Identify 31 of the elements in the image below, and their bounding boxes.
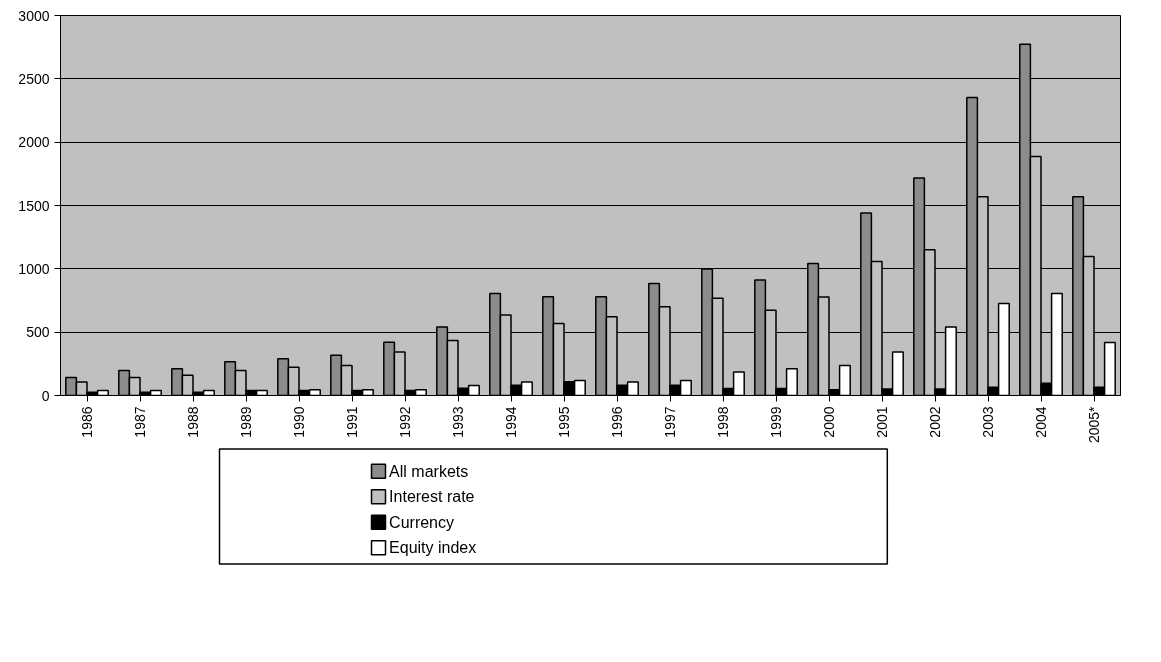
x-tick-label: 1993 bbox=[450, 406, 466, 438]
x-tick-label: 1995 bbox=[556, 406, 572, 438]
y-tick-label: 3000 bbox=[18, 7, 50, 24]
x-tick-label: 2004 bbox=[1033, 406, 1049, 438]
x-tick-label: 1992 bbox=[397, 406, 413, 438]
x-tick-label: 2002 bbox=[927, 406, 943, 438]
legend-label: Currency bbox=[389, 513, 455, 531]
y-tick-label: 2000 bbox=[18, 134, 50, 151]
x-tick-label: 2003 bbox=[980, 406, 996, 438]
x-tick-label: 1990 bbox=[291, 406, 307, 438]
x-tick-label: 1998 bbox=[715, 406, 731, 438]
x-tick-label: 1987 bbox=[132, 406, 148, 438]
legend-label: Equity index bbox=[389, 539, 477, 557]
legend-label: Interest rate bbox=[389, 488, 475, 506]
y-tick-label: 500 bbox=[26, 324, 50, 341]
x-tick-label: 1991 bbox=[344, 406, 360, 438]
x-tick-label: 1986 bbox=[79, 406, 95, 438]
x-tick-label: 1997 bbox=[662, 406, 678, 438]
x-tick-label: 2000 bbox=[821, 406, 837, 438]
legend-label: All markets bbox=[389, 462, 469, 480]
y-tick-label: 1500 bbox=[18, 197, 50, 214]
x-tick-label: 1994 bbox=[503, 406, 519, 438]
y-tick-label: 0 bbox=[41, 387, 50, 404]
x-tick-label: 1988 bbox=[185, 406, 201, 438]
x-tick-label: 2005* bbox=[1086, 405, 1102, 444]
y-tick-label: 1000 bbox=[18, 260, 50, 277]
y-tick-label: 2500 bbox=[18, 70, 50, 87]
x-tick-label: 1996 bbox=[609, 406, 625, 438]
x-tick-label: 1989 bbox=[238, 406, 254, 438]
x-tick-label: 1999 bbox=[768, 406, 784, 438]
x-tick-label: 2001 bbox=[874, 406, 890, 438]
